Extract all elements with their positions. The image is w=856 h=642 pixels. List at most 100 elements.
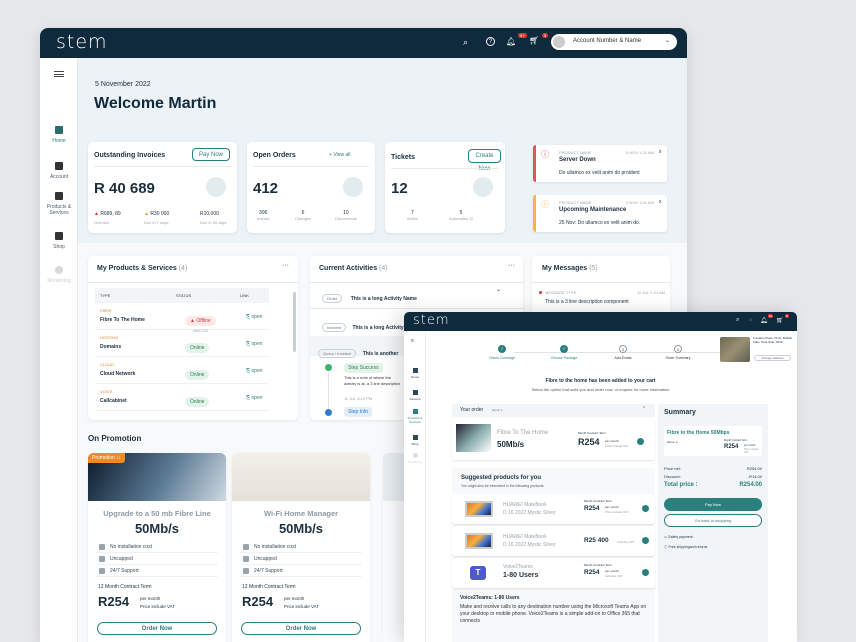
item-name: Fibre to the Home 50Mbps [667,430,730,436]
per-month: per month [605,505,619,509]
info-icon [325,409,332,416]
close-icon[interactable]: x [659,199,662,205]
sidebar-item-shop[interactable]: Shop [404,435,426,446]
step-number: 3 [619,345,627,353]
value: 6 [301,210,305,216]
product-name: Cloud Network [100,371,136,377]
menu-icon[interactable] [54,71,64,77]
menu-icon[interactable]: ≡ [411,338,414,344]
back-to-shopping-button[interactable]: Go back to shopping [664,514,762,527]
notification-maintenance[interactable]: ⓘ PRODUCT NAME 5 NOV 1:21 AM x Upcoming … [533,195,667,232]
help-icon[interactable]: ? [486,37,495,46]
count: (4) [178,265,188,272]
more-icon[interactable]: ··· [282,262,289,269]
laptop-image [465,533,493,549]
contract-term: Month Contract Term [578,431,606,435]
help-icon[interactable]: ◌ [749,317,752,323]
sidebar-item-home[interactable]: Home [404,368,426,379]
open-link[interactable]: ⎘ open [246,341,263,347]
sidebar-item-account[interactable]: Account [404,390,426,401]
price: R25 400 [584,537,609,544]
alert-icon: ⓘ [541,200,549,209]
pay-now-button[interactable]: Pay Now [192,148,230,161]
per-month: per month [744,444,756,447]
open-link[interactable]: ⎘ open [246,368,263,374]
sidebar-item-account[interactable]: Account [40,162,78,180]
chevron-icon[interactable] [637,438,644,445]
feature-item: No installation cost [96,541,218,553]
orders-count: 412 [253,180,279,197]
sidebar-item-monitoring[interactable]: Monitoring [404,453,426,464]
bell-icon[interactable]: 🔔︎ [760,318,768,324]
table-row[interactable]: CLOUD Cloud Network Online ⎘ open [95,358,269,384]
label: Account [409,397,421,401]
table-row[interactable]: HOSTING Domains Online ⎘ open [95,331,269,357]
logo-text: stem [56,31,108,53]
detail-title: Voice2Teams: 1-80 Users [460,595,520,601]
account-selector[interactable]: Account Number & Name ⌄ [551,34,677,50]
cart-subtitle: Select the option that suits you and ord… [531,387,670,392]
step-label: Choose Package [550,356,578,360]
date: 5 November 2022 [95,81,151,88]
label: Safety payment [668,535,693,539]
activity-incident[interactable]: Incident This is a long Activity Name [322,316,419,334]
change-address-button[interactable]: Change Address [754,355,791,361]
pay-now-button[interactable]: Pay Now [664,498,762,511]
product-name: PRODUCT NAME [559,150,592,155]
product-name: Domains [100,344,122,350]
category: CLOUD [100,362,115,367]
activity-query[interactable]: Query / Incident This is another [318,342,398,360]
search-icon[interactable]: ⌕ [736,317,740,323]
message-text[interactable]: This is a 3 line description component [545,299,629,305]
label: Active [407,216,418,221]
open-link[interactable]: ⎘ open [246,395,263,401]
create-new-button[interactable]: Create New [468,149,501,172]
chevron-down-icon[interactable]: ⌄ [496,287,502,293]
step-time: 11 JUL 8:10 PM [344,396,373,401]
order-item: Fibre To The Home 50Mb/s Month Contract … [452,418,655,460]
value: 7 [411,210,414,216]
cart-icon[interactable]: 🛒︎ [776,318,784,324]
view-all-link[interactable]: + View all [329,152,351,158]
top-header: stem ⌕ ? 🔔︎ 9+ 🛒︎ 5 Account Number & Nam… [40,28,687,58]
table-row[interactable]: FIBRE Fibre To The Home ▲ Offline 09/07/2… [95,304,269,333]
label: Disconnects [335,216,357,221]
suggested-item[interactable]: HUAWEI MateBook D 16 2022 Mystic Silver … [452,526,655,556]
home-icon [412,368,418,373]
scrollbar[interactable] [293,292,296,352]
alert-icon: ⓘ [541,150,549,159]
chevron-icon[interactable] [642,569,649,576]
chevron-icon[interactable] [642,505,649,512]
document-icon [412,409,418,414]
sidebar-item-home[interactable]: Home [40,126,78,144]
table-row[interactable]: VOICE Callcabinet Online ⎘ open [95,385,269,411]
suggested-item[interactable]: HUAWEI MateBook D 16 2022 Mystic Silver … [452,494,655,524]
bell-icon[interactable]: 🔔︎ [506,37,517,46]
notification-server-down[interactable]: ⓘ PRODUCT NAME 5 NOV 1:21 AM x Server Do… [533,145,667,182]
order-now-button[interactable]: Order Now [241,622,361,635]
order-now-button[interactable]: Order Now [97,622,217,635]
chevron-icon[interactable] [642,537,649,544]
sidebar-item-products[interactable]: Products & Services [404,409,426,424]
product-name: Callcabinet [100,398,127,404]
more-icon[interactable]: ··· [508,262,515,269]
label: Account [49,174,69,180]
your-order-header[interactable]: Your order Items: 1 ⌃ [452,404,655,417]
cart-icon[interactable]: 🛒︎ [529,36,540,45]
sidebar-item-shop[interactable]: Shop [40,232,78,250]
suggested-item[interactable]: T Voice2Teams 1-80 Users Month Contract … [452,558,655,588]
shop-icon [55,232,63,240]
timestamp: 5 NOV 1:21 AM [626,150,654,155]
step-info: Step Info [344,407,373,417]
search-icon[interactable]: ⌕ [463,37,469,47]
open-link[interactable]: ⎘ open [246,314,263,320]
status-badge: ▲ Offline [185,316,216,326]
col-status[interactable]: STATUS [176,293,192,298]
promo-price: R254 [242,594,274,609]
close-icon[interactable]: x [659,149,662,155]
link-text: open [251,368,263,374]
activity-order[interactable]: Order This is a long Activity Name [322,287,417,305]
label: Shop [411,442,419,446]
sidebar-item-monitoring[interactable]: Monitoring [40,266,78,284]
sidebar-item-products[interactable]: Products & Services [40,192,78,216]
